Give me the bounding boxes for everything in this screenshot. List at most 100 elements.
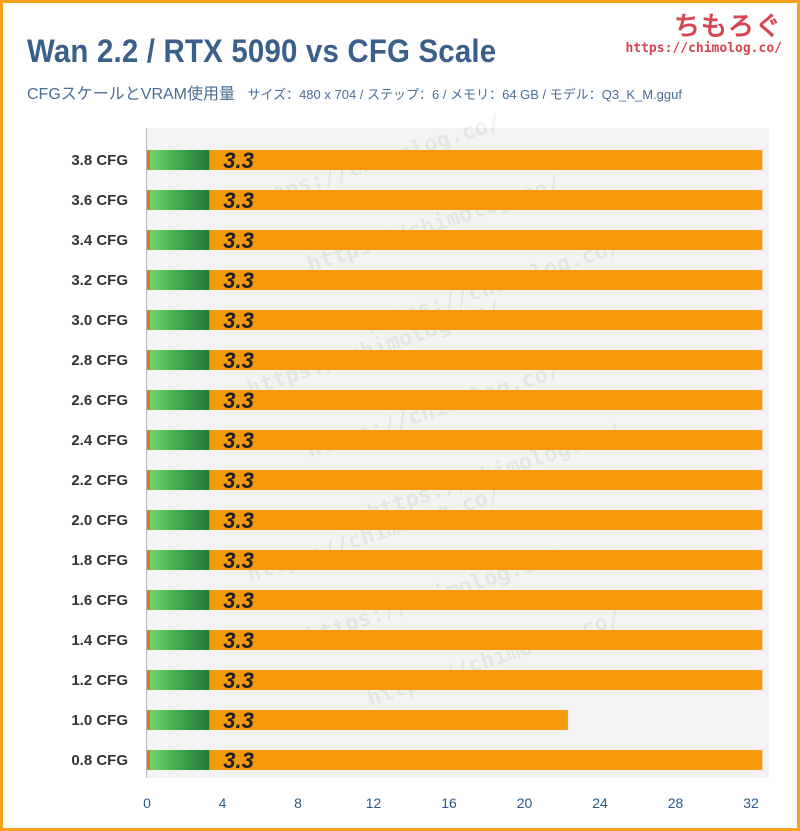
data-label: 3.3 [223,308,254,333]
bar-total [147,630,763,650]
y-tick-label: 3.2 CFG [71,272,128,289]
bar-value [150,750,210,770]
x-tick-label: 20 [517,795,533,811]
y-tick-label: 1.6 CFG [71,592,128,609]
bar-value [150,270,210,290]
x-axis-ticks: 0 4 8 12 16 20 24 28 32 [143,795,759,811]
bar-value [150,350,210,370]
y-tick-label: 2.6 CFG [71,392,128,409]
bar-start [147,710,150,730]
y-tick-label: 2.0 CFG [71,512,128,529]
y-tick-label: 3.0 CFG [71,312,128,329]
brand-url: https://chimolog.co/ [625,41,782,56]
bar-total [147,350,763,370]
data-label: 3.3 [223,628,254,653]
bar-start [147,430,150,450]
y-tick-label: 2.8 CFG [71,352,128,369]
bar-value [150,390,210,410]
bar-start [147,750,150,770]
data-label: 3.3 [223,708,254,733]
bar-total [147,590,763,610]
y-axis-labels: 3.8 CFG 3.6 CFG 3.4 CFG 3.2 CFG 3.0 CFG 2.8 C… [71,152,128,769]
data-label: 3.3 [223,748,254,773]
data-label: 3.3 [223,188,254,213]
bar-total [147,550,763,570]
y-tick-label: 1.4 CFG [71,632,128,649]
data-label: 3.3 [223,588,254,613]
x-tick-label: 0 [143,795,151,811]
x-tick-label: 12 [366,795,382,811]
bar-value [150,430,210,450]
bar-total [147,150,763,170]
data-label: 3.3 [223,348,254,373]
data-label: 3.3 [223,428,254,453]
bar-total [147,750,763,770]
data-label: 3.3 [223,148,254,173]
bar-start [147,310,150,330]
data-label: 3.3 [223,668,254,693]
bar-value [150,510,210,530]
bar-start [147,270,150,290]
bar-value [150,190,210,210]
y-tick-label: 1.0 CFG [71,712,128,729]
brand-name: ちもろぐ [673,12,782,42]
settings-text: サイズ：480 x 704 / ステップ：6 / メモリ：64 GB / モデル… [247,87,682,102]
x-tick-label: 32 [743,795,759,811]
bar-total [147,510,763,530]
data-label: 3.3 [223,548,254,573]
data-label: 3.3 [223,228,254,253]
y-tick-label: 1.8 CFG [71,552,128,569]
data-label: 3.3 [223,508,254,533]
x-tick-label: 16 [441,795,457,811]
y-tick-label: 0.8 CFG [71,752,128,769]
bar-start [147,630,150,650]
bar-value [150,150,210,170]
x-tick-label: 8 [294,795,302,811]
bar-total [147,230,763,250]
chart-subtitle: CFGスケールとVRAM使用量 サイズ：480 x 704 / ステップ：6 /… [27,80,682,104]
bar-start [147,590,150,610]
y-tick-label: 3.4 CFG [71,232,128,249]
x-tick-label: 4 [219,795,227,811]
bar-total [147,270,763,290]
x-tick-label: 28 [668,795,684,811]
bar-start [147,190,150,210]
data-label: 3.3 [223,268,254,293]
bar-total [147,670,763,690]
y-tick-label: 3.6 CFG [71,192,128,209]
x-tick-label: 24 [592,795,608,811]
bar-start [147,470,150,490]
bar-value [150,310,210,330]
bar-start [147,150,150,170]
chart-title: Wan 2.2 / RTX 5090 vs CFG Scale [27,33,497,69]
bar-start [147,670,150,690]
bar-total [147,710,568,730]
bar-value [150,710,210,730]
y-tick-label: 1.2 CFG [71,672,128,689]
data-label: 3.3 [223,468,254,493]
watermark-text: https://chimolog.co/ [364,606,624,712]
bar-total [147,430,763,450]
bar-start [147,230,150,250]
subtitle-text: CFGスケールとVRAM使用量 [27,86,236,103]
bar-value [150,590,210,610]
bar-start [147,510,150,530]
bar-total [147,190,763,210]
watermark-text: https://chimolog.co/ [304,172,564,278]
bars-layer: 3.3 3.3 3.3 3.3 3.3 3.3 3.3 3.3 3.3 3.3 3.3 3.3 3.3 3… [147,148,763,773]
bar-start [147,550,150,570]
y-tick-label: 2.4 CFG [71,432,128,449]
bar-total [147,470,763,490]
data-label: 3.3 [223,388,254,413]
bar-value [150,470,210,490]
bar-start [147,350,150,370]
y-tick-label: 3.8 CFG [71,152,128,169]
bar-value [150,630,210,650]
brand-logo: ちもろぐ https://chimolog.co/ [625,6,782,56]
bar-total [147,310,763,330]
y-tick-label: 2.2 CFG [71,472,128,489]
bar-value [150,230,210,250]
bar-value [150,670,210,690]
bar-value [150,550,210,570]
